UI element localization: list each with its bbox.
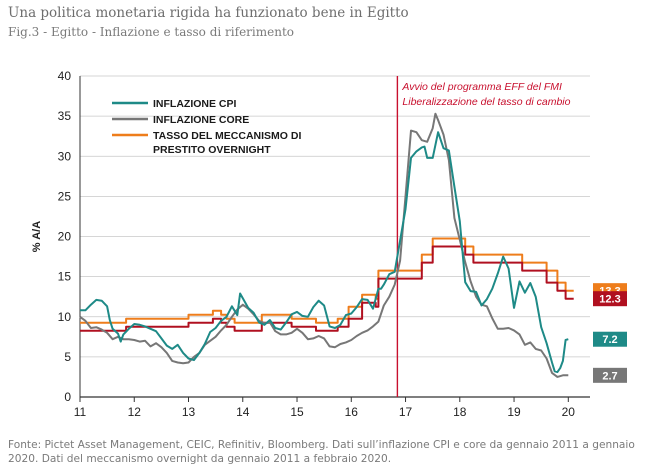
legend: INFLAZIONE CPI INFLAZIONE CORE TASSO DEL M… bbox=[112, 98, 301, 156]
chart-title: Una politica monetaria rigida ha funzion… bbox=[8, 5, 409, 21]
annotation-text-2: Liberalizzazione del tasso di cambio bbox=[402, 96, 570, 108]
series-line-2 bbox=[79, 112, 569, 378]
y-tick-label: 40 bbox=[58, 69, 72, 83]
end-label-2: 2.7 bbox=[602, 370, 617, 382]
y-tick-label: 25 bbox=[58, 189, 72, 203]
y-tick-label: 5 bbox=[64, 350, 71, 364]
end-label-box-1 bbox=[593, 331, 627, 347]
legend-label-1: INFLAZIONE CPI bbox=[153, 98, 236, 110]
source-note: Fonte: Pictet Asset Management, CEIC, Re… bbox=[8, 439, 635, 465]
legend-label-3: TASSO DEL MECCANISMO DI bbox=[153, 130, 301, 142]
y-axis-ticks: 0 5 10 15 20 25 30 35 40 % A/A bbox=[31, 69, 71, 404]
end-label-box-4 bbox=[593, 291, 627, 307]
x-tick-label: 11 bbox=[74, 405, 87, 419]
y-tick-label: 30 bbox=[58, 149, 72, 163]
y-tick-label: 0 bbox=[64, 390, 71, 404]
x-tick-label: 19 bbox=[507, 405, 521, 419]
x-tick-label: 14 bbox=[236, 405, 250, 419]
y-tick-label: 20 bbox=[58, 230, 72, 244]
x-tick-label: 13 bbox=[182, 405, 196, 419]
y-axis-label: % A/A bbox=[31, 221, 43, 252]
x-tick-label: 17 bbox=[399, 405, 413, 419]
legend-label-3: PRESTITO OVERNIGHT bbox=[153, 144, 271, 156]
x-tick-label: 16 bbox=[345, 405, 359, 419]
annotation: Avvio del programma EFF del FMI Liberaliz… bbox=[401, 81, 570, 108]
x-tick-label: 20 bbox=[562, 405, 576, 419]
annotation-text-1: Avvio del programma EFF del FMI bbox=[401, 81, 562, 93]
y-tick-label: 35 bbox=[58, 109, 72, 123]
series-lines bbox=[79, 112, 574, 378]
end-label-4: 12.3 bbox=[599, 294, 620, 306]
x-tick-label: 15 bbox=[290, 405, 304, 419]
end-label-box-2 bbox=[593, 367, 627, 383]
x-tick-label: 12 bbox=[128, 405, 142, 419]
y-tick-label: 15 bbox=[58, 270, 72, 284]
x-tick-label: 18 bbox=[453, 405, 467, 419]
series-line-1 bbox=[80, 131, 569, 374]
x-axis-ticks: 11 12 13 14 15 16 17 18 19 20 bbox=[74, 397, 576, 419]
chart-area: 0 5 10 15 20 25 30 35 40 % A/A 11 12 13 14 15 16 17 18 19… bbox=[31, 69, 627, 419]
legend-label-2: INFLAZIONE CORE bbox=[153, 114, 249, 126]
series-line-3 bbox=[80, 237, 574, 324]
end-label-1: 7.2 bbox=[602, 334, 617, 346]
y-tick-label: 10 bbox=[58, 310, 72, 324]
grid-lines bbox=[79, 75, 590, 398]
end-value-labels: 7.22.713.312.3 bbox=[593, 283, 627, 383]
chart-subtitle: Fig.3 - Egitto - Inflazione e tasso di r… bbox=[8, 25, 294, 39]
